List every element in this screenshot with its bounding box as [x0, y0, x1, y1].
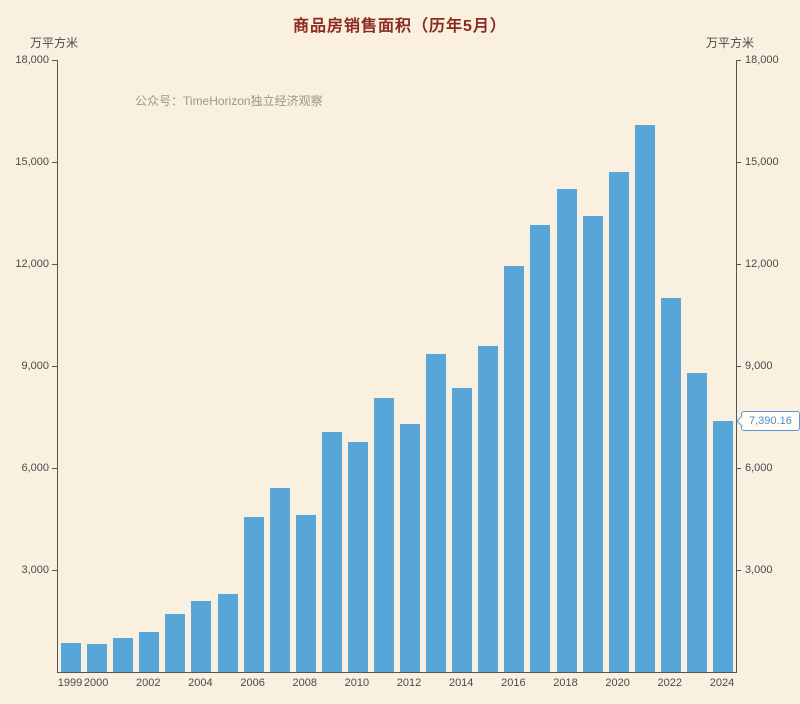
- y-axis-tick: [736, 366, 741, 367]
- y-axis-label-right: 12,000: [745, 258, 779, 270]
- bar-2016[interactable]: [504, 265, 525, 672]
- x-axis-label-2012: 2012: [396, 677, 422, 689]
- y-axis-label-left: 9,000: [21, 360, 49, 372]
- y-axis-tick: [736, 264, 741, 265]
- y-axis-tick: [52, 162, 57, 163]
- bar-2008[interactable]: [295, 514, 316, 672]
- bar-2011[interactable]: [373, 398, 394, 672]
- bar-2021[interactable]: [634, 124, 655, 672]
- callout-value: 7,390.16: [749, 414, 792, 427]
- y-axis-label-left: 15,000: [15, 156, 49, 168]
- y-axis-label-right: 6,000: [745, 462, 773, 474]
- bar-2022[interactable]: [660, 298, 681, 672]
- watermark: 公众号：TimeHorizon独立经济观察: [135, 94, 323, 108]
- y-axis-tick: [52, 60, 57, 61]
- y-axis-tick: [52, 366, 57, 367]
- plot-area: [57, 60, 737, 673]
- x-axis-label-2000: 2000: [83, 677, 109, 689]
- y-axis-label-left: 12,000: [15, 258, 49, 270]
- y-axis-label-right: 18,000: [745, 54, 779, 66]
- chart-title: 商品房销售面积（历年5月）: [293, 18, 507, 35]
- bar-2014[interactable]: [452, 388, 473, 672]
- bar-2004[interactable]: [191, 600, 212, 672]
- x-axis-label-2016: 2016: [501, 677, 526, 689]
- x-axis-label-2006: 2006: [240, 677, 265, 689]
- bar-2024[interactable]: [712, 420, 733, 672]
- y-axis-tick: [52, 570, 57, 571]
- x-axis-label-2004: 2004: [188, 677, 213, 689]
- bar-2000[interactable]: [87, 644, 108, 672]
- y-axis-unit-left: 万平方米: [30, 36, 79, 50]
- x-axis-label-2018: 2018: [553, 677, 578, 689]
- bar-2017[interactable]: [530, 224, 551, 672]
- y-axis-tick: [52, 468, 57, 469]
- bar-2015[interactable]: [478, 345, 499, 672]
- bar-2013[interactable]: [426, 354, 447, 672]
- x-axis-label-2008: 2008: [292, 677, 317, 689]
- y-axis-label-left: 18,000: [15, 54, 49, 66]
- y-axis-tick: [736, 60, 741, 61]
- bar-2006[interactable]: [243, 516, 264, 672]
- x-axis-label-2022: 2022: [657, 677, 683, 689]
- x-axis-label-1999: 1999: [57, 677, 83, 689]
- bar-2010[interactable]: [347, 442, 368, 672]
- bar-2005[interactable]: [217, 594, 238, 672]
- bar-2023[interactable]: [686, 372, 707, 672]
- x-axis-label-2024: 2024: [709, 677, 735, 689]
- value-callout: 7,390.16: [741, 410, 800, 431]
- bar-2009[interactable]: [321, 432, 342, 672]
- bar-2001[interactable]: [113, 638, 134, 672]
- bar-2020[interactable]: [608, 172, 629, 672]
- bar-2019[interactable]: [582, 216, 603, 672]
- y-axis-label-left: 3,000: [21, 564, 49, 576]
- y-axis-label-right: 9,000: [745, 360, 773, 372]
- y-axis-tick: [52, 264, 57, 265]
- bar-2007[interactable]: [269, 488, 290, 672]
- y-axis-label-left: 6,000: [21, 462, 49, 474]
- y-axis-tick: [736, 468, 741, 469]
- bar-2018[interactable]: [556, 189, 577, 672]
- y-axis-label-right: 15,000: [745, 156, 779, 168]
- bar-2003[interactable]: [165, 614, 186, 672]
- bar-2002[interactable]: [139, 631, 160, 672]
- y-axis-tick: [736, 162, 741, 163]
- x-axis-label-2010: 2010: [344, 677, 370, 689]
- bar-1999[interactable]: [61, 643, 82, 672]
- y-axis-label-right: 3,000: [745, 564, 773, 576]
- y-axis-tick: [736, 570, 741, 571]
- bar-2012[interactable]: [400, 423, 421, 672]
- x-axis-label-2002: 2002: [136, 677, 161, 689]
- x-axis-label-2014: 2014: [448, 677, 474, 689]
- x-axis-label-2020: 2020: [605, 677, 630, 689]
- y-axis-unit-right: 万平方米: [706, 36, 755, 50]
